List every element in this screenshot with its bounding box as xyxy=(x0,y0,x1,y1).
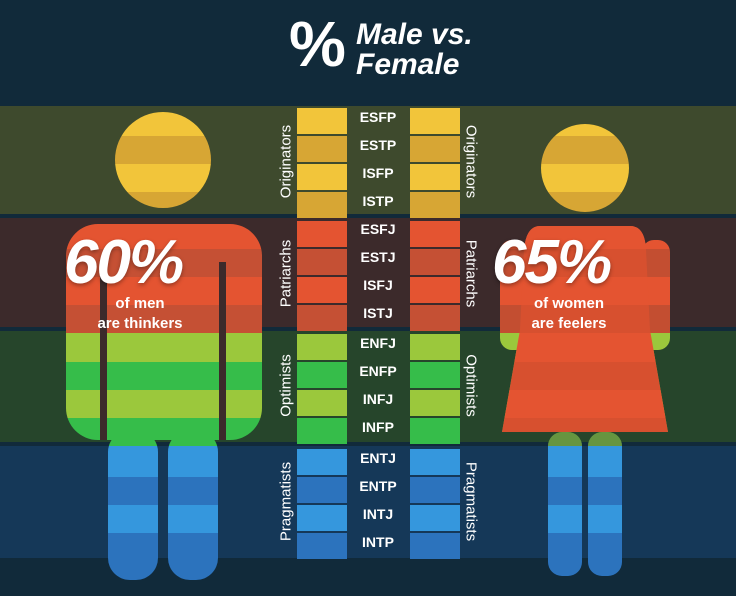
swatch-left-estj xyxy=(297,249,347,275)
swatch-left-esfp xyxy=(297,108,347,134)
group-label-left-pragmatists: Pragmatists xyxy=(277,461,295,542)
men-caption-line-1: of men xyxy=(115,295,165,312)
swatch-right-intj xyxy=(410,505,460,531)
swatch-left-entj xyxy=(297,449,347,475)
swatch-right-entj xyxy=(410,449,460,475)
swatch-right-entp xyxy=(410,477,460,503)
swatch-right-infj xyxy=(410,390,460,416)
swatch-right-esfp xyxy=(410,108,460,134)
swatch-left-enfp xyxy=(297,362,347,388)
swatch-right-intp xyxy=(410,533,460,559)
swatch-left-estp xyxy=(297,136,347,162)
type-label-enfp: ENFP xyxy=(359,363,397,379)
swatch-left-enfj xyxy=(297,334,347,360)
women-caption-line-1: of women xyxy=(534,295,604,312)
group-label-left-originators: Originators xyxy=(277,124,295,199)
swatch-right-isfp xyxy=(410,164,460,190)
type-label-entj: ENTJ xyxy=(360,450,396,466)
swatch-left-intj xyxy=(297,505,347,531)
swatch-left-infj xyxy=(297,390,347,416)
men-percent: 60% xyxy=(64,228,184,297)
female-dress xyxy=(502,226,668,432)
type-label-isfp: ISFP xyxy=(362,165,394,181)
type-label-isfj: ISFJ xyxy=(363,277,393,293)
women-caption-line-2: are feelers xyxy=(531,315,607,332)
women-percent: 65% xyxy=(492,228,612,297)
men-caption-line-2: are thinkers xyxy=(97,315,183,332)
group-label-right-optimists: Optimists xyxy=(462,354,480,417)
swatch-left-infp xyxy=(297,418,347,444)
swatch-left-istp xyxy=(297,192,347,218)
group-label-left-optimists: Optimists xyxy=(277,354,295,417)
type-label-intp: INTP xyxy=(362,534,394,550)
title: % Male vs. Female xyxy=(0,0,736,106)
swatch-right-esfj xyxy=(410,221,460,247)
swatch-left-esfj xyxy=(297,221,347,247)
swatch-left-intp xyxy=(297,533,347,559)
swatch-right-enfj xyxy=(410,334,460,360)
type-label-infj: INFJ xyxy=(362,391,394,407)
swatch-right-estp xyxy=(410,136,460,162)
type-label-estp: ESTP xyxy=(359,137,397,153)
group-label-left-patriarchs: Patriarchs xyxy=(277,239,295,308)
type-label-infp: INFP xyxy=(362,419,394,435)
swatch-right-infp xyxy=(410,418,460,444)
swatch-left-entp xyxy=(297,477,347,503)
title-percent-symbol: % xyxy=(289,8,346,80)
type-label-istj: ISTJ xyxy=(363,305,393,321)
type-label-estj: ESTJ xyxy=(360,249,396,265)
type-label-istp: ISTP xyxy=(362,193,394,209)
type-label-intj: INTJ xyxy=(362,506,394,522)
swatch-right-estj xyxy=(410,249,460,275)
title-line-2: Female xyxy=(356,48,460,81)
swatch-left-isfp xyxy=(297,164,347,190)
title-line-1: Male vs. xyxy=(356,18,473,51)
swatch-right-enfp xyxy=(410,362,460,388)
swatch-left-istj xyxy=(297,305,347,331)
swatch-right-istp xyxy=(410,192,460,218)
group-label-right-pragmatists: Pragmatists xyxy=(462,461,480,542)
group-label-right-patriarchs: Patriarchs xyxy=(462,239,480,308)
type-label-esfj: ESFJ xyxy=(360,221,396,237)
group-label-right-originators: Originators xyxy=(462,124,480,199)
type-label-esfp: ESFP xyxy=(359,109,397,125)
swatch-right-istj xyxy=(410,305,460,331)
swatch-right-isfj xyxy=(410,277,460,303)
type-label-entp: ENTP xyxy=(359,478,397,494)
type-label-enfj: ENFJ xyxy=(360,335,396,351)
swatch-left-isfj xyxy=(297,277,347,303)
